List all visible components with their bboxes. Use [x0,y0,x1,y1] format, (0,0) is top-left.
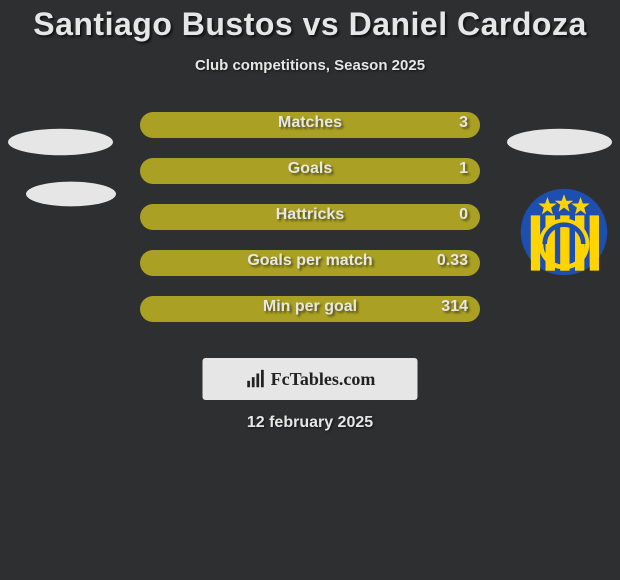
date: 12 february 2025 [0,414,620,432]
watermark: FcTables.com [203,358,418,400]
stat-value-right: 1 [459,160,468,178]
stat-bar [140,296,480,322]
stat-bar [140,112,480,138]
stat-value-right: 314 [441,298,468,316]
stat-row: Matches 3 [0,112,620,138]
player-left-placeholder-2 [26,182,116,207]
stat-value-right: 3 [459,114,468,132]
subtitle: Club competitions, Season 2025 [0,57,620,74]
stat-bar [140,204,480,230]
stat-bar [140,250,480,276]
stat-value-right: 0.33 [437,252,468,270]
comparison-card: Santiago Bustos vs Daniel Cardoza Club c… [0,6,620,580]
stat-bar [140,158,480,184]
stat-row: Goals per match 0.33 [0,250,620,276]
watermark-text: FcTables.com [271,369,376,390]
chart-icon [245,368,267,390]
stat-value-right: 0 [459,206,468,224]
stat-row: Hattricks 0 [0,204,620,230]
page-title: Santiago Bustos vs Daniel Cardoza [0,6,620,43]
stat-row: Min per goal 314 [0,296,620,322]
stat-row: Goals 1 [0,158,620,184]
